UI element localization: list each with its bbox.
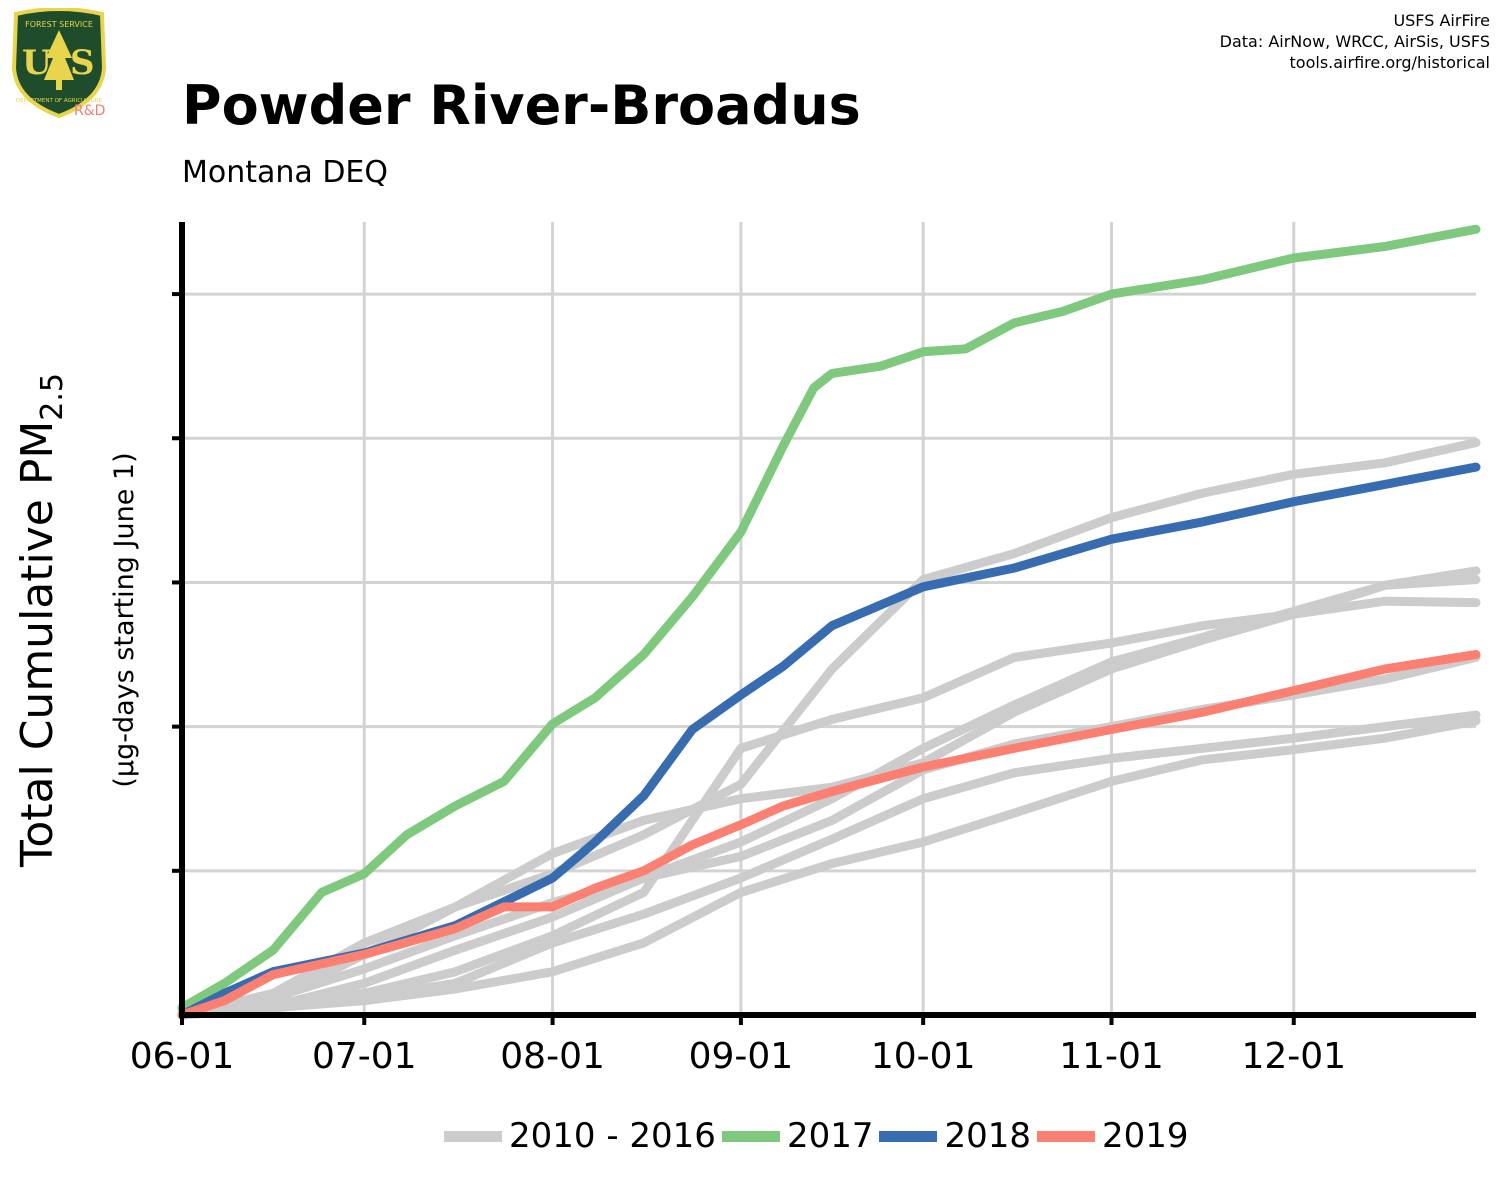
x-tick-label: 10-01 (871, 1036, 976, 1077)
legend-label: 2017 (786, 1116, 874, 1156)
logo-department-text: DEPARTMENT OF AGRICULTURE (16, 98, 103, 104)
credit-line-3: tools.airfire.org/historical (1289, 53, 1490, 72)
series-line (177, 438, 1481, 1020)
series-line (177, 224, 1481, 1013)
legend-item: 2010 - 2016 (444, 1116, 716, 1156)
chart-title: Powder River-Broadus (182, 74, 861, 137)
legend-label: 2018 (944, 1116, 1032, 1156)
legend-item: 2019 (1037, 1116, 1189, 1156)
chart-legend: 2010 - 2016 2017 2018 2019 (444, 1114, 1195, 1158)
x-tick-label: 11-01 (1059, 1036, 1164, 1077)
x-tick-label: 12-01 (1241, 1036, 1346, 1077)
x-tick-label: 06-01 (130, 1036, 235, 1077)
y-axis-title-subscript: 2.5 (35, 373, 70, 421)
pine-tree-icon (44, 30, 74, 90)
data-credits: USFS AirFire Data: AirNow, WRCC, AirSis,… (1220, 10, 1490, 73)
legend-swatch (721, 1130, 780, 1142)
series-line (177, 652, 1481, 1017)
legend-item: 2018 (879, 1116, 1031, 1156)
x-tick-label: 08-01 (500, 1036, 605, 1077)
legend-item: 2017 (721, 1116, 874, 1156)
legend-swatch (879, 1130, 938, 1142)
axis-labels: 06-01 07-01 08-01 09-01 10-01 11-01 12-01 Total… (12, 373, 1346, 1077)
series-line (177, 575, 1481, 1020)
logo-forest-service-text: FOREST SERVICE (25, 20, 93, 29)
chart-subtitle: Montana DEQ (182, 155, 389, 190)
credit-line-1: USFS AirFire (1393, 11, 1490, 30)
usfs-shield-logo: U S FOREST SERVICE DEPARTMENT OF AGRICUL… (11, 8, 107, 119)
x-tick-label: 07-01 (312, 1036, 417, 1077)
series-lines (177, 224, 1481, 1020)
legend-swatch (444, 1130, 502, 1142)
x-tick-label: 09-01 (689, 1036, 794, 1077)
credit-line-2: Data: AirNow, WRCC, AirSis, USFS (1219, 32, 1490, 51)
series-line (177, 710, 1481, 1020)
legend-label: 2010 - 2016 (509, 1116, 716, 1156)
legend-label: 2019 (1102, 1116, 1189, 1156)
axes (172, 222, 1476, 1025)
legend-swatch (1037, 1130, 1096, 1142)
logo-rd-tag: R&D (74, 103, 105, 119)
series-line (177, 650, 1481, 1020)
logo-letter-s: S (70, 43, 95, 83)
y-axis-title-main: Total Cumulative PM (12, 421, 63, 868)
y-axis-note: (µg-days starting June 1) (109, 452, 140, 787)
y-axis-title: Total Cumulative PM2.5 (12, 373, 70, 868)
